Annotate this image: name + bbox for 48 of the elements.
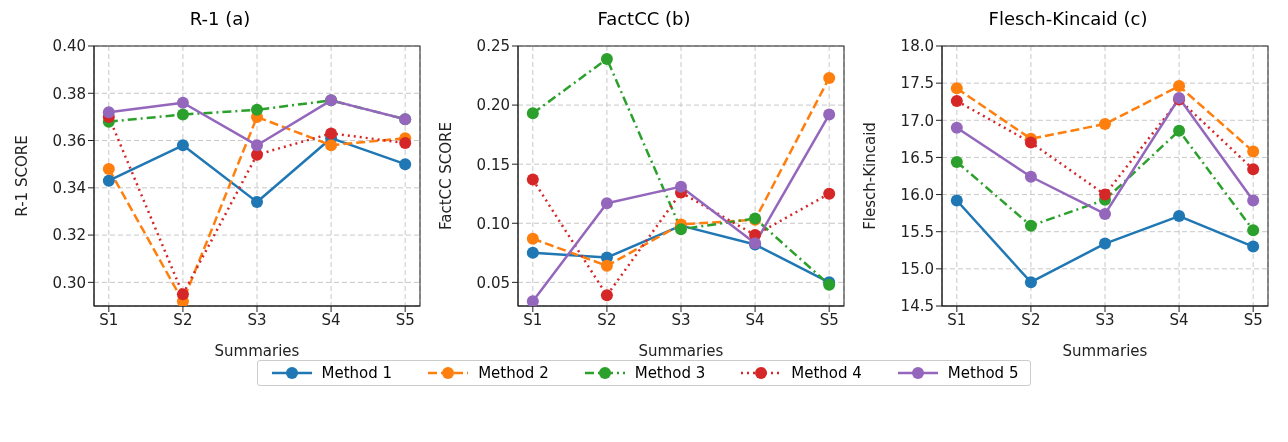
- y-tick-label: 0.38: [52, 84, 86, 103]
- x-tick-label: S3: [671, 310, 691, 329]
- y-tick-label: 0.30: [52, 273, 86, 292]
- x-tick-label: S5: [1243, 310, 1263, 329]
- x-tick-label: S1: [99, 310, 119, 329]
- y-tick-label: 0.15: [476, 155, 510, 174]
- x-tick-label: S2: [173, 310, 193, 329]
- y-tick-label: 18.0: [900, 37, 934, 56]
- y-tick-label: 0.25: [476, 37, 510, 56]
- y-tick-label: 15.0: [900, 260, 934, 279]
- y-axis-title: FactCC SCORE: [437, 122, 456, 230]
- x-tick-label: S2: [1021, 310, 1041, 329]
- y-tick-label: 0.20: [476, 96, 510, 115]
- y-tick-label: 16.0: [900, 185, 934, 204]
- x-axis-title: Summaries: [1062, 342, 1148, 360]
- y-tick-label: 0.05: [476, 273, 510, 292]
- y-axis-title: R-1 SCORE: [13, 135, 32, 217]
- x-axis-title: Summaries: [214, 342, 300, 360]
- y-tick-label: 0.32: [52, 226, 86, 245]
- x-tick-label: S1: [523, 310, 543, 329]
- x-axis-title: Summaries: [638, 342, 724, 360]
- legend-label: Method 4: [791, 364, 862, 382]
- chart-title: FactCC (b): [596, 8, 692, 31]
- x-tick-label: S1: [947, 310, 967, 329]
- y-tick-label: 17.5: [900, 74, 934, 93]
- x-tick-label: S3: [1095, 310, 1115, 329]
- y-axis-title: Flesch-Kincaid: [861, 122, 880, 230]
- chart-title: R-1 (a): [188, 8, 252, 31]
- x-tick-label: S4: [745, 310, 765, 329]
- y-tick-label: 0.10: [476, 214, 510, 233]
- chart-title: Flesch-Kincaid (c): [987, 8, 1149, 31]
- y-tick-label: 15.5: [900, 223, 934, 242]
- legend-label: Method 2: [478, 364, 549, 382]
- x-tick-label: S3: [247, 310, 267, 329]
- x-tick-label: S2: [597, 310, 617, 329]
- y-tick-label: 14.5: [900, 297, 934, 316]
- legend-label: Method 3: [634, 364, 706, 382]
- x-tick-label: S4: [321, 310, 341, 329]
- legend-label: Method 5: [947, 364, 1019, 382]
- x-tick-label: S5: [819, 310, 839, 329]
- y-tick-label: 0.36: [52, 131, 86, 150]
- y-tick-label: 16.5: [900, 148, 934, 167]
- y-tick-label: 0.40: [52, 37, 86, 56]
- x-tick-label: S5: [395, 310, 415, 329]
- y-tick-label: 17.0: [900, 111, 934, 130]
- x-tick-label: S4: [1169, 310, 1189, 329]
- legend-label: Method 1: [321, 364, 393, 382]
- y-tick-label: 0.34: [52, 179, 86, 198]
